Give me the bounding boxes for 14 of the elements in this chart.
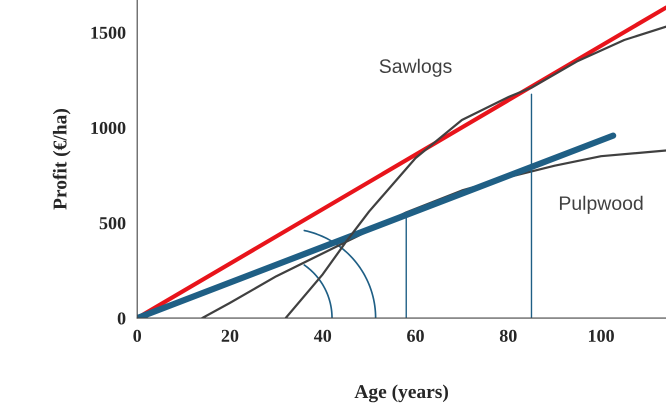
y-axis-title: Profit (€/ha)	[52, 109, 71, 210]
x-axis-title: Age (years)	[354, 384, 448, 402]
x-tick-label: 80	[500, 330, 517, 342]
x-tick-label: 20	[222, 330, 238, 342]
text: Sawlogs	[380, 58, 452, 77]
x-tick-label: 60	[407, 330, 424, 342]
y-tick-label: 1000	[91, 122, 126, 134]
x-tick-label: 0	[133, 330, 142, 342]
y-tick-label: 0	[118, 312, 126, 325]
x-tick-label: 40	[314, 330, 332, 342]
series-label: Pulpwood	[560, 196, 643, 214]
y-tick-label: 500	[100, 217, 126, 230]
x-tick-label: 100	[588, 330, 614, 342]
y-tick-label: 1500	[91, 26, 126, 39]
